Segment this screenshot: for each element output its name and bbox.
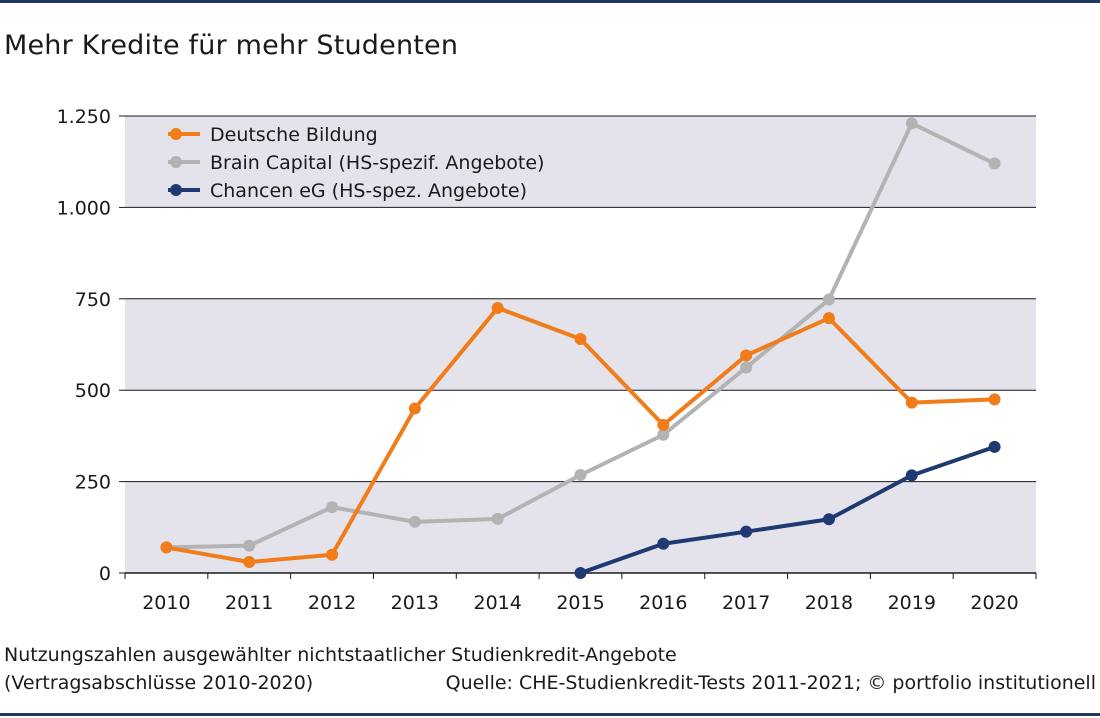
legend-swatch-marker bbox=[170, 156, 182, 168]
data-point bbox=[326, 548, 339, 561]
x-tick-label: 2016 bbox=[639, 592, 687, 614]
data-point bbox=[574, 333, 587, 346]
y-tick-label: 0 bbox=[99, 563, 111, 585]
data-point bbox=[822, 293, 835, 306]
legend-label: Brain Capital (HS-spezif. Angebote) bbox=[210, 152, 544, 174]
data-point bbox=[740, 361, 753, 374]
data-point bbox=[905, 396, 918, 409]
legend-label: Deutsche Bildung bbox=[210, 124, 378, 146]
data-point bbox=[822, 513, 835, 526]
data-point bbox=[657, 418, 670, 431]
data-point bbox=[905, 469, 918, 482]
data-point bbox=[408, 515, 421, 528]
data-point bbox=[740, 349, 753, 362]
footnote-source: Quelle: CHE-Studienkredit-Tests 2011-202… bbox=[445, 672, 1096, 694]
legend-swatch-marker bbox=[170, 128, 182, 140]
data-point bbox=[988, 440, 1001, 453]
data-point bbox=[326, 501, 339, 514]
x-tick-label: 2011 bbox=[225, 592, 273, 614]
x-tick-label: 2017 bbox=[722, 592, 770, 614]
bottom-rule bbox=[0, 713, 1100, 716]
x-tick-label: 2018 bbox=[805, 592, 853, 614]
chart-title: Mehr Kredite für mehr Studenten bbox=[4, 30, 459, 61]
y-tick-label: 1.000 bbox=[57, 197, 111, 219]
data-point bbox=[574, 469, 587, 482]
y-tick-label: 500 bbox=[75, 380, 111, 402]
data-point bbox=[408, 402, 421, 415]
x-tick-label: 2020 bbox=[970, 592, 1018, 614]
footnote-period: (Vertragsabschlüsse 2010-2020) bbox=[4, 672, 314, 694]
data-point bbox=[988, 157, 1001, 170]
legend-swatch-marker bbox=[170, 184, 182, 196]
y-tick-label: 1.250 bbox=[57, 106, 111, 128]
series-line bbox=[578, 444, 997, 575]
data-point bbox=[657, 428, 670, 441]
x-tick-label: 2014 bbox=[474, 592, 522, 614]
data-point bbox=[491, 301, 504, 314]
x-tick-label: 2010 bbox=[142, 592, 190, 614]
x-tick-label: 2015 bbox=[556, 592, 604, 614]
data-point bbox=[657, 537, 670, 550]
data-point bbox=[243, 556, 256, 569]
data-point bbox=[574, 567, 587, 579]
x-tick-label: 2013 bbox=[391, 592, 439, 614]
x-tick-label: 2019 bbox=[888, 592, 936, 614]
y-tick-label: 750 bbox=[75, 289, 111, 311]
data-point bbox=[740, 525, 753, 538]
footnote-description: Nutzungszahlen ausgewählter nichtstaatli… bbox=[4, 644, 677, 666]
grid-band bbox=[125, 116, 1036, 208]
data-point bbox=[160, 541, 173, 554]
top-rule bbox=[0, 0, 1100, 3]
y-tick-label: 250 bbox=[75, 472, 111, 494]
legend-label: Chancen eG (HS-spez. Angebote) bbox=[210, 180, 527, 202]
data-point bbox=[988, 393, 1001, 406]
data-point bbox=[905, 117, 918, 130]
data-point bbox=[243, 539, 256, 552]
data-point bbox=[491, 512, 504, 525]
data-point bbox=[822, 312, 835, 325]
x-tick-label: 2012 bbox=[308, 592, 356, 614]
